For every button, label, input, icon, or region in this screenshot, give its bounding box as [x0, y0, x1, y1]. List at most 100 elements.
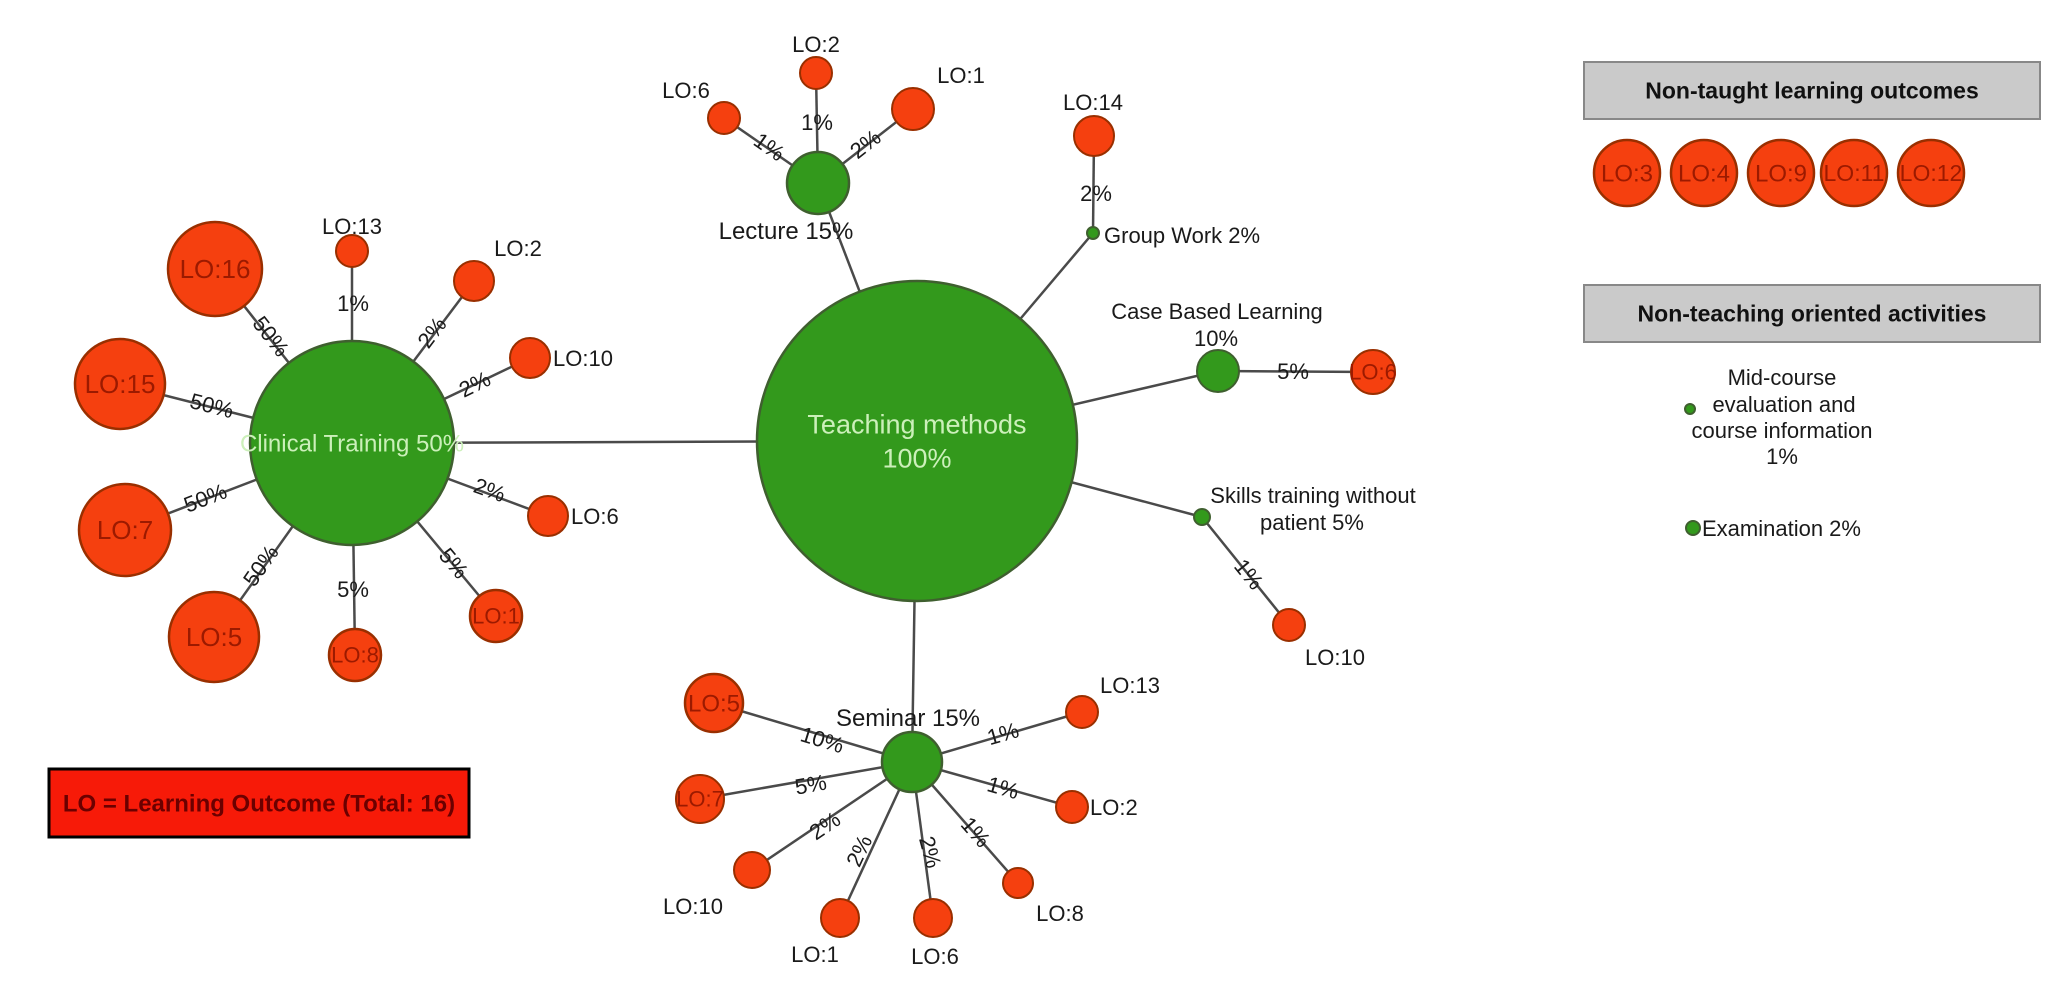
node-legend-lo12-text: LO:12 — [1900, 160, 1963, 186]
non-teaching-header — [1583, 284, 2041, 343]
node-cbl-lo6-text: LO:6 — [1349, 360, 1397, 385]
node-clinical-lo5-text: LO:5 — [186, 622, 242, 652]
seminar-label: Seminar 15% — [836, 705, 980, 732]
node-clinical-training — [248, 339, 456, 547]
node-seminar-lo13 — [1065, 695, 1099, 729]
node-clinical-lo8-text: LO:8 — [331, 643, 379, 668]
node-teaching-methods — [755, 279, 1079, 603]
node-clinical-lo2 — [453, 260, 495, 302]
node-clinical-lo7-text: LO:7 — [97, 515, 153, 545]
node-clinical-lo7 — [77, 482, 173, 578]
seminar-lo1-label: LO:1 — [791, 942, 839, 967]
seminar-lo6-label: LO:6 — [911, 944, 959, 969]
node-seminar-lo7-text: LO:7 — [676, 787, 724, 812]
node-clinical-lo8 — [327, 627, 383, 683]
edge-percent-label-1: 1% — [801, 110, 833, 135]
node-clinical-lo6 — [527, 495, 569, 537]
edge-percent-label-13: 5% — [337, 577, 369, 602]
node-seminar-lo10 — [733, 851, 771, 889]
lecture-lo1-label: LO:1 — [937, 63, 985, 88]
node-legend-lo4-text: LO:4 — [1678, 160, 1730, 187]
node-skills-lo10 — [1272, 608, 1306, 642]
node-cbl-lo6 — [1350, 349, 1396, 395]
connector-line-23 — [699, 760, 913, 801]
node-legend-lo9 — [1746, 138, 1816, 208]
non-teaching-header-label: Non-teaching oriented activities — [1638, 301, 1987, 327]
examination-label: Examination 2% — [1702, 516, 1861, 541]
skills-label-line2: patient 5% — [1260, 510, 1364, 535]
clinical-lo13-label: LO:13 — [322, 214, 382, 239]
node-legend-lo3-text: LO:3 — [1601, 160, 1653, 187]
groupwork-lo14-label: LO:14 — [1063, 90, 1123, 115]
node-seminar — [880, 730, 944, 794]
node-clinical-lo15-text: LO:15 — [85, 369, 156, 399]
node-midcourse-bullet — [1684, 403, 1696, 415]
connector-line-22 — [713, 701, 913, 764]
node-clinical-lo16-text: LO:16 — [180, 254, 251, 284]
seminar-lo10-label: LO:10 — [663, 894, 723, 919]
edge-percent-label-4: 5% — [1277, 359, 1309, 384]
connector-line-5 — [1217, 369, 1374, 374]
node-teaching-methods-text: Teaching methods 100% — [807, 410, 1026, 474]
node-case-based-learning — [1196, 349, 1240, 393]
seminar-lo8-label: LO:8 — [1036, 901, 1084, 926]
clinical-lo2-label: LO:2 — [494, 236, 542, 261]
edge-percent-label-9: 2% — [455, 366, 495, 402]
cbl-label-line1: Case Based Learning — [1111, 299, 1323, 324]
node-seminar-lo8 — [1002, 867, 1034, 899]
lecture-lo6-label: LO:6 — [662, 78, 710, 103]
node-legend-lo3 — [1592, 138, 1662, 208]
lecture-label: Lecture 15% — [719, 218, 854, 245]
edge-percent-label-11: 50% — [180, 478, 230, 517]
skills-label-line1: Skills training without — [1210, 483, 1415, 508]
node-clinical-lo16 — [166, 220, 264, 318]
node-clinical-lo15 — [73, 337, 167, 431]
node-examination-bullet — [1685, 520, 1701, 536]
midcourse-label-line3: course information — [1692, 418, 1873, 443]
midcourse-label-line4: 1% — [1766, 444, 1798, 469]
midcourse-label-line2: evaluation and — [1712, 392, 1855, 417]
node-clinical-training-text: Clinical Training 50% — [240, 430, 464, 457]
edge-percent-label-19: 2% — [841, 831, 877, 870]
node-clinical-lo1-text: LO:1 — [472, 604, 520, 629]
lo-key-box-label: LO = Learning Outcome (Total: 16) — [63, 790, 455, 817]
clinical-lo10-label: LO:10 — [553, 346, 613, 371]
node-clinical-lo1 — [468, 588, 524, 644]
connector-line-24 — [751, 760, 913, 872]
edge-percent-label-7: 1% — [337, 291, 369, 316]
groupwork-label: Group Work 2% — [1104, 223, 1260, 248]
edge-percent-label-10: 50% — [187, 388, 236, 423]
node-clinical-lo13 — [335, 234, 369, 268]
edge-percent-label-17: 5% — [793, 770, 829, 800]
clinical-lo6-label: LO:6 — [571, 504, 619, 529]
non-taught-header — [1583, 61, 2041, 120]
edge-percent-label-20: 2% — [914, 833, 946, 870]
node-legend-lo12 — [1896, 138, 1966, 208]
node-seminar-lo2 — [1055, 790, 1089, 824]
node-legend-lo4 — [1669, 138, 1739, 208]
node-lecture-lo6 — [707, 101, 741, 135]
connector-line-7 — [1201, 516, 1290, 626]
node-seminar-lo7 — [675, 774, 725, 824]
node-skills-training — [1193, 508, 1211, 526]
edge-percent-label-15: 2% — [470, 473, 508, 507]
skills-lo10-label: LO:10 — [1305, 645, 1365, 670]
seminar-lo13-label: LO:13 — [1100, 673, 1160, 698]
node-seminar-lo1 — [820, 898, 860, 938]
lo-key-box — [47, 767, 471, 839]
node-lecture — [785, 150, 851, 216]
midcourse-label-line1: Mid-course — [1728, 365, 1837, 390]
node-seminar-lo5-text: LO:5 — [688, 690, 740, 717]
non-taught-header-label: Non-taught learning outcomes — [1645, 78, 1979, 104]
edge-percent-label-3: 2% — [1080, 181, 1112, 206]
seminar-lo2-label: LO:2 — [1090, 795, 1138, 820]
lecture-lo2-label: LO:2 — [792, 32, 840, 57]
node-legend-lo9-text: LO:9 — [1755, 160, 1807, 187]
edge-percent-label-22: 1% — [984, 771, 1021, 804]
node-lecture-lo1 — [891, 87, 935, 131]
node-lecture-lo2 — [799, 56, 833, 90]
node-seminar-lo5 — [683, 672, 745, 734]
node-group-work — [1086, 226, 1100, 240]
node-legend-lo11-text: LO:11 — [1824, 160, 1885, 186]
